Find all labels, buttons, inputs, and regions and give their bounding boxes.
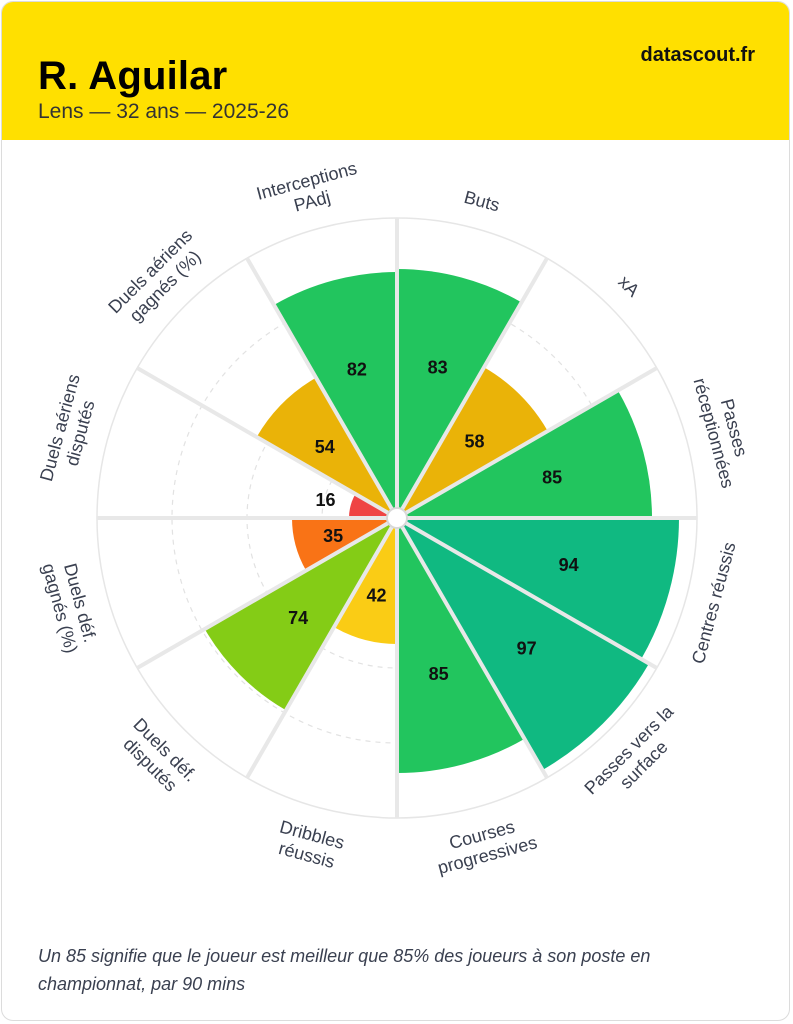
grid-outer-arc	[96, 367, 138, 519]
wedge-7	[204, 518, 397, 711]
value-label-6: 42	[366, 586, 386, 606]
header: R. Aguilar Lens — 32 ans — 2025-26 datas…	[2, 2, 789, 140]
separator-line	[136, 516, 399, 670]
wedge-10	[256, 377, 397, 518]
value-label-4: 97	[517, 639, 537, 659]
value-label-7: 74	[288, 608, 308, 628]
wedge-6	[334, 518, 397, 644]
category-label-1: xA	[614, 272, 643, 301]
separators	[97, 218, 697, 818]
value-label-10: 54	[315, 437, 335, 457]
grid-outer-arc	[136, 257, 248, 369]
value-label-5: 85	[429, 664, 449, 684]
category-label-11: InterceptionsPAdj	[254, 158, 364, 224]
player-subtitle: Lens — 32 ans — 2025-26	[38, 100, 289, 123]
grid-outer-arc	[546, 667, 658, 779]
separator-line	[395, 257, 549, 520]
value-label-11: 82	[347, 359, 367, 379]
grid-outer-arc	[656, 517, 698, 669]
grid-outer-arc	[656, 367, 698, 519]
category-label-7: Duels déf.disputés	[115, 714, 201, 800]
category-label-6: Dribblesréussis	[272, 817, 346, 874]
category-label-5: Coursesprogressives	[430, 812, 539, 878]
category-label-line: Centres réussis	[688, 540, 740, 666]
value-label-3: 94	[559, 555, 579, 575]
wedge-0	[397, 269, 522, 518]
grid-outer-arc	[246, 217, 398, 259]
grid-outer-arc	[246, 777, 398, 819]
grid-outer-arc	[396, 217, 548, 259]
category-label-10: Duels aériensgagnés (%)	[104, 225, 211, 332]
value-label-8: 35	[323, 526, 343, 546]
grid-outer-arc	[96, 517, 138, 669]
wedges	[204, 269, 679, 773]
category-label-line: xA	[614, 272, 643, 301]
value-label-9: 16	[315, 490, 335, 510]
value-label-2: 85	[542, 467, 562, 487]
wedge-1	[397, 367, 548, 518]
hub	[386, 507, 408, 529]
grid-outer-arc	[136, 667, 248, 779]
value-label-0: 83	[428, 358, 448, 378]
player-name: R. Aguilar	[38, 54, 228, 98]
separator-line	[395, 516, 549, 779]
separator-line	[395, 516, 658, 670]
category-label-3: Centres réussis	[688, 540, 740, 666]
wedge-11	[274, 272, 397, 518]
category-label-line: Buts	[462, 187, 502, 216]
grid-outer-arc	[396, 777, 548, 819]
separator-line	[245, 516, 399, 779]
category-label-9: Duels aériensdisputés	[36, 372, 104, 489]
category-label-0: Buts	[462, 187, 502, 216]
category-labels: Buts xA Passesréceptionnées Centres réussis…	[36, 158, 759, 878]
category-label-8: Duels déf.gagnés (%)	[38, 556, 101, 656]
value-labels: 83 58 85 94 97 85 42 74 35 16 54 82	[288, 358, 579, 685]
brand-link[interactable]: datascout.fr	[640, 44, 755, 66]
wedge-2	[397, 390, 652, 518]
separator-line	[245, 257, 399, 520]
category-label-2: Passesréceptionnées	[690, 370, 759, 490]
wedge-3	[397, 518, 679, 659]
value-label-1: 58	[464, 432, 484, 452]
wedge-4	[397, 518, 650, 771]
grid-outer-arc	[546, 257, 658, 369]
separator-line	[395, 366, 658, 520]
wedge-5	[397, 518, 525, 773]
footnote: Un 85 signifie que le joueur est meilleu…	[38, 946, 651, 994]
separator-line	[136, 366, 399, 520]
